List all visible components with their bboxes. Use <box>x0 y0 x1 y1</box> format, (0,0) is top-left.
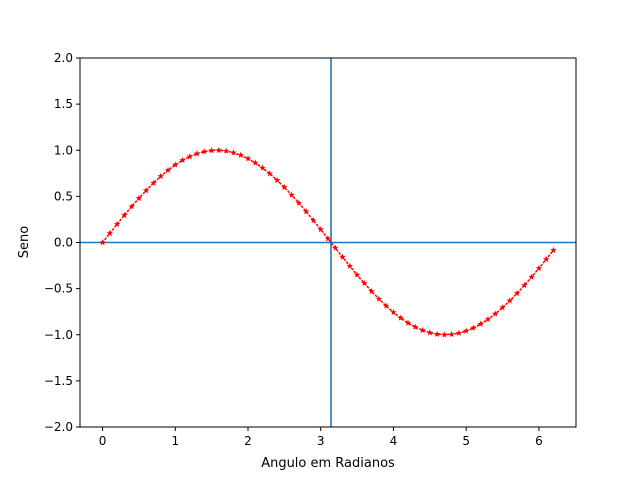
data-point-marker <box>121 211 128 219</box>
data-point-marker <box>281 183 288 191</box>
data-point-marker <box>528 273 535 280</box>
data-point-marker <box>353 271 361 278</box>
data-point-marker <box>128 203 135 210</box>
y-axis-label: Seno <box>17 226 32 258</box>
data-point-marker <box>215 146 223 154</box>
y-tick-label: 1.5 <box>54 97 73 111</box>
data-point-marker <box>491 310 499 317</box>
data-point-marker <box>201 148 208 155</box>
data-point-marker <box>368 287 375 295</box>
data-point-marker <box>113 220 121 227</box>
data-point-marker <box>310 216 317 224</box>
data-point-marker <box>411 323 419 330</box>
data-point-marker <box>302 208 310 215</box>
data-point-marker <box>375 295 383 302</box>
y-tick-label: −0.5 <box>44 282 73 296</box>
plot-content <box>80 58 576 427</box>
data-point-marker <box>455 329 463 336</box>
data-point-marker <box>433 330 441 337</box>
data-point-marker <box>441 331 448 338</box>
data-point-marker <box>331 244 339 251</box>
x-tick-label: 0 <box>99 434 107 448</box>
data-point-marker <box>164 166 172 174</box>
y-tick-label: 1.0 <box>54 143 73 157</box>
y-tick-label: −2.0 <box>44 420 73 434</box>
x-tick-label: 4 <box>390 434 398 448</box>
x-tick-label: 2 <box>244 434 252 448</box>
x-axis-label: Angulo em Radianos <box>261 456 395 471</box>
data-point-marker <box>135 194 143 202</box>
data-point-marker <box>244 155 252 162</box>
data-point-marker <box>142 186 150 194</box>
axes-layer: 0 1 2 3 4 5 6 −2.0 −1.5 −1.0 −0.5 0.0 0.5 1.0 1.5 2.0 <box>44 51 577 448</box>
data-point-marker <box>273 176 281 183</box>
data-point-marker <box>99 239 106 246</box>
data-point-marker <box>382 302 390 309</box>
data-point-marker <box>477 320 485 327</box>
y-tick-label: −1.0 <box>44 328 73 342</box>
data-point-marker <box>361 279 368 287</box>
data-point-marker <box>186 153 194 160</box>
y-tick-label: 0.5 <box>54 189 73 203</box>
data-point-marker <box>266 170 274 177</box>
y-tick-label: 0.0 <box>54 236 73 250</box>
x-tick-label: 1 <box>171 434 179 448</box>
data-point-marker <box>150 179 157 186</box>
data-point-marker <box>230 149 237 156</box>
y-tick-label: −1.5 <box>44 374 73 388</box>
data-point-marker <box>106 229 114 237</box>
y-tick-label: 2.0 <box>54 51 73 65</box>
data-point-marker <box>499 304 506 311</box>
data-point-marker <box>324 235 332 242</box>
data-point-marker <box>404 319 412 326</box>
data-point-marker <box>484 315 492 323</box>
data-point-marker <box>542 255 550 263</box>
data-point-marker <box>259 164 266 171</box>
data-point-marker <box>550 246 557 253</box>
plot-layer <box>80 58 576 427</box>
x-tick-label: 5 <box>462 434 470 448</box>
data-point-marker <box>397 314 405 321</box>
data-point-marker <box>426 329 434 336</box>
x-tick-label: 6 <box>535 434 543 448</box>
data-point-marker <box>317 226 325 233</box>
data-point-marker <box>521 281 528 289</box>
data-point-marker <box>470 324 477 331</box>
data-point-marker <box>251 159 259 166</box>
data-point-marker <box>419 326 426 334</box>
data-point-marker <box>513 289 521 297</box>
data-point-marker <box>462 327 470 334</box>
data-point-marker <box>179 156 186 164</box>
data-point-marker <box>288 191 295 198</box>
data-point-marker <box>222 147 230 154</box>
data-point-marker <box>237 151 245 159</box>
data-point-marker <box>339 253 346 260</box>
data-point-marker <box>390 308 397 316</box>
data-point-marker <box>157 172 165 180</box>
data-point-marker <box>208 147 215 154</box>
data-point-marker <box>346 262 354 269</box>
data-point-marker <box>295 199 303 206</box>
data-point-marker <box>193 150 201 157</box>
data-point-marker <box>506 297 514 304</box>
data-point-marker <box>448 330 455 338</box>
x-tick-label: 3 <box>317 434 325 448</box>
data-point-marker <box>535 264 543 272</box>
data-point-marker <box>171 161 179 168</box>
